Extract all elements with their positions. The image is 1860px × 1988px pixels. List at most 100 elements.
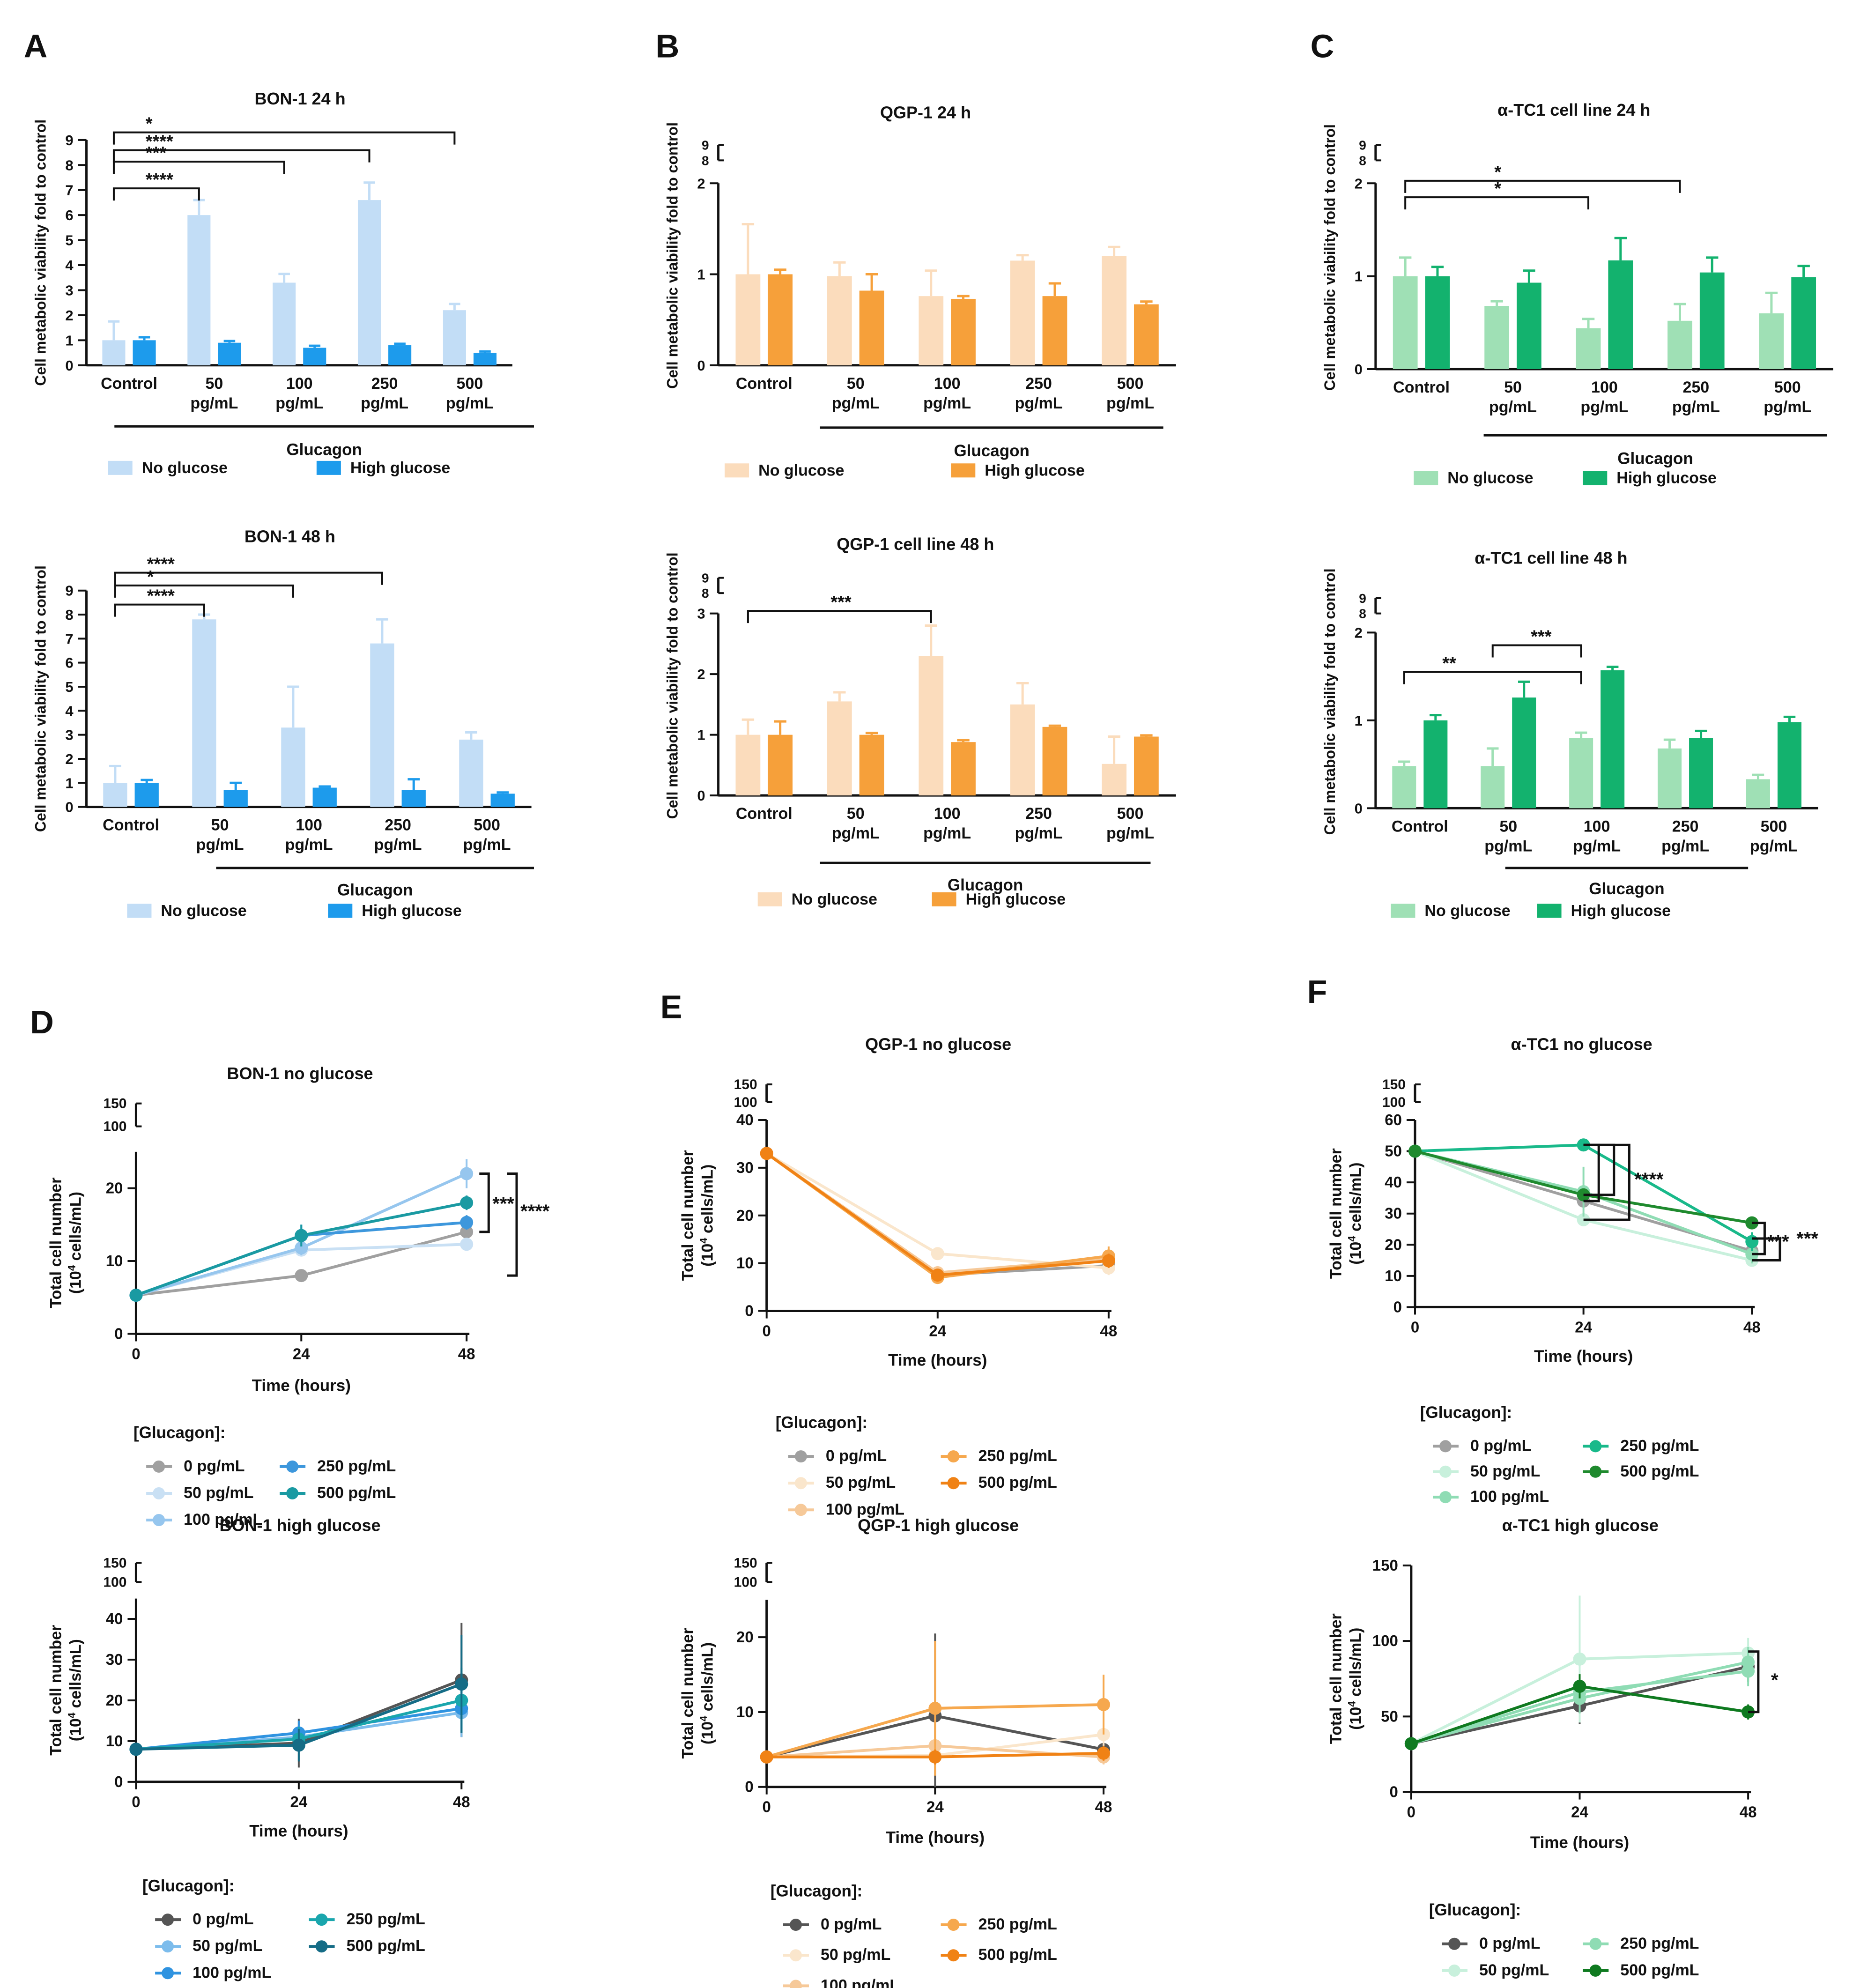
legend-label: 0 pg/mL bbox=[184, 1457, 245, 1475]
data-point bbox=[292, 1738, 305, 1752]
x-axis-label: Time (hours) bbox=[249, 1822, 348, 1840]
x-tick-label: 500 bbox=[474, 816, 500, 834]
y-tick-label: 2 bbox=[697, 175, 705, 192]
significance-bracket bbox=[1404, 196, 1590, 210]
y-tick-label: 8 bbox=[1359, 607, 1366, 621]
bar bbox=[1608, 260, 1633, 369]
legend-label: No glucose bbox=[1447, 469, 1533, 487]
y-tick-label: 150 bbox=[103, 1096, 126, 1112]
bar bbox=[357, 200, 381, 365]
x-tick-label: pg/mL bbox=[374, 836, 422, 854]
legend-marker bbox=[790, 1919, 802, 1931]
group-label: Glucagon bbox=[954, 442, 1029, 460]
group-label: Glucagon bbox=[286, 441, 362, 459]
unit-part: cells/mL) bbox=[1347, 1628, 1365, 1701]
data-point bbox=[129, 1289, 143, 1302]
chart-title: α-TC1 cell line 48 h bbox=[1475, 549, 1627, 568]
y-tick-label: 0 bbox=[1393, 1298, 1402, 1315]
y-tick-label: 10 bbox=[1385, 1267, 1402, 1284]
x-tick-label: pg/mL bbox=[1106, 394, 1154, 412]
bar bbox=[827, 276, 852, 365]
panel-letter: B bbox=[656, 28, 680, 64]
panel-letter: F bbox=[1307, 973, 1327, 1010]
x-tick-label: 100 bbox=[934, 375, 961, 393]
data-point bbox=[460, 1225, 474, 1239]
x-tick-label: pg/mL bbox=[196, 836, 244, 854]
bar bbox=[473, 353, 497, 365]
chart-title: QGP-1 high glucose bbox=[858, 1516, 1019, 1535]
y-tick-label: 20 bbox=[736, 1628, 754, 1646]
unit-part: (10 bbox=[67, 1718, 84, 1741]
x-axis-label: Time (hours) bbox=[888, 1351, 987, 1369]
chart-title: QGP-1 no glucose bbox=[865, 1035, 1011, 1054]
y-tick-label: 50 bbox=[1381, 1707, 1398, 1725]
data-point bbox=[460, 1196, 474, 1209]
legend-label: 0 pg/mL bbox=[193, 1910, 253, 1928]
x-tick-label: 24 bbox=[926, 1798, 944, 1816]
x-tick-label: 250 bbox=[1025, 805, 1052, 823]
significance-label: **** bbox=[146, 132, 173, 152]
bar bbox=[1689, 738, 1713, 809]
data-point bbox=[129, 1743, 143, 1756]
data-point bbox=[1573, 1652, 1586, 1666]
y-axis-label: Cell metabolic viability fold to control bbox=[32, 119, 49, 386]
x-tick-label: pg/mL bbox=[1015, 824, 1063, 842]
significance-label: *** bbox=[1767, 1231, 1789, 1252]
bar bbox=[1512, 697, 1536, 809]
legend-swatch bbox=[757, 892, 782, 906]
x-tick-label: 500 bbox=[457, 375, 483, 393]
x-tick-label: 250 bbox=[371, 375, 398, 393]
x-tick-label: pg/mL bbox=[923, 824, 971, 842]
group-label: Glucagon bbox=[337, 881, 413, 899]
unit-part: cells/mL) bbox=[698, 1642, 716, 1716]
data-point bbox=[460, 1216, 474, 1229]
legend-label: 500 pg/mL bbox=[978, 1946, 1057, 1964]
x-tick-label: 250 bbox=[1025, 375, 1052, 393]
legend-label: No glucose bbox=[792, 890, 877, 908]
data-point bbox=[295, 1229, 308, 1242]
x-tick-label: 0 bbox=[1411, 1318, 1419, 1335]
x-tick-label: 48 bbox=[1100, 1322, 1117, 1340]
bar bbox=[1658, 748, 1682, 809]
legend-swatch bbox=[1537, 904, 1562, 918]
y-tick-label: 150 bbox=[1382, 1077, 1406, 1092]
x-tick-label: 250 bbox=[1682, 378, 1709, 396]
legend-swatch bbox=[1391, 904, 1415, 918]
legend-marker bbox=[947, 1477, 960, 1490]
significance-bracket bbox=[507, 1172, 518, 1277]
bar bbox=[490, 794, 515, 807]
y-axis-unit: (104 cells/mL) bbox=[1346, 1628, 1365, 1730]
legend-label: 250 pg/mL bbox=[347, 1910, 425, 1928]
significance-bracket bbox=[114, 603, 205, 617]
y-axis-label: Cell metabolic viability fold to control bbox=[1321, 568, 1338, 835]
bar bbox=[443, 310, 466, 365]
data-point bbox=[931, 1268, 944, 1282]
x-tick-label: 50 bbox=[847, 805, 865, 823]
data-point bbox=[1741, 1664, 1755, 1678]
bar bbox=[1576, 328, 1601, 369]
legend-swatch bbox=[108, 460, 133, 475]
significance-bracket bbox=[1491, 644, 1582, 658]
bar bbox=[1481, 766, 1505, 809]
legend-marker bbox=[947, 1450, 960, 1463]
bar bbox=[1042, 727, 1067, 796]
bar bbox=[187, 215, 211, 365]
bar bbox=[134, 783, 159, 807]
group-label: Glucagon bbox=[1589, 880, 1664, 898]
legend-marker bbox=[153, 1460, 165, 1473]
y-tick-label: 100 bbox=[1382, 1095, 1406, 1110]
chart-title: QGP-1 24 h bbox=[880, 103, 971, 122]
bar bbox=[401, 790, 426, 807]
chart-title: BON-1 no glucose bbox=[227, 1064, 373, 1083]
x-tick-label: 50 bbox=[1504, 378, 1522, 396]
unit-part: cells/mL) bbox=[1347, 1163, 1365, 1236]
significance-bracket bbox=[1404, 179, 1681, 193]
legend-title: [Glucagon]: bbox=[776, 1414, 867, 1432]
significance-label: **** bbox=[520, 1201, 550, 1222]
bar bbox=[370, 643, 394, 807]
bar bbox=[281, 727, 305, 807]
y-tick-label: 150 bbox=[103, 1556, 126, 1571]
y-tick-label: 3 bbox=[697, 606, 705, 622]
significance-bracket bbox=[114, 571, 383, 585]
bar bbox=[951, 298, 976, 365]
